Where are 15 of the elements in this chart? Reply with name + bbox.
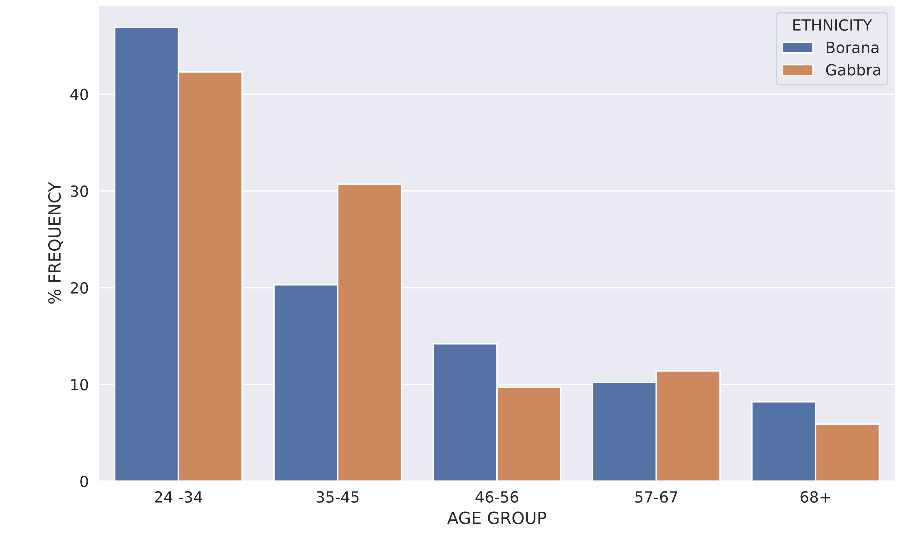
x-axis-title: AGE GROUP xyxy=(448,512,547,524)
y-tick-label: 20 xyxy=(70,282,88,294)
y-tick-label: 10 xyxy=(72,379,88,391)
legend-label: Gabbra xyxy=(826,64,880,76)
y-tick-label: 40 xyxy=(70,88,88,100)
y-tick-label: 0 xyxy=(80,476,88,488)
x-tick-label: 46-56 xyxy=(476,491,518,503)
legend-label: Borana xyxy=(827,42,879,54)
y-axis-title: % FREQUENCY xyxy=(48,182,63,304)
x-tick-label: 24 -34 xyxy=(155,491,202,503)
x-tick-label: 35-45 xyxy=(316,491,359,503)
x-tick-label: 68+ xyxy=(800,491,830,503)
x-tick-label: 57-67 xyxy=(636,491,678,503)
legend-title: ETHNICITY xyxy=(794,19,872,32)
y-tick-label: 30 xyxy=(71,186,88,198)
